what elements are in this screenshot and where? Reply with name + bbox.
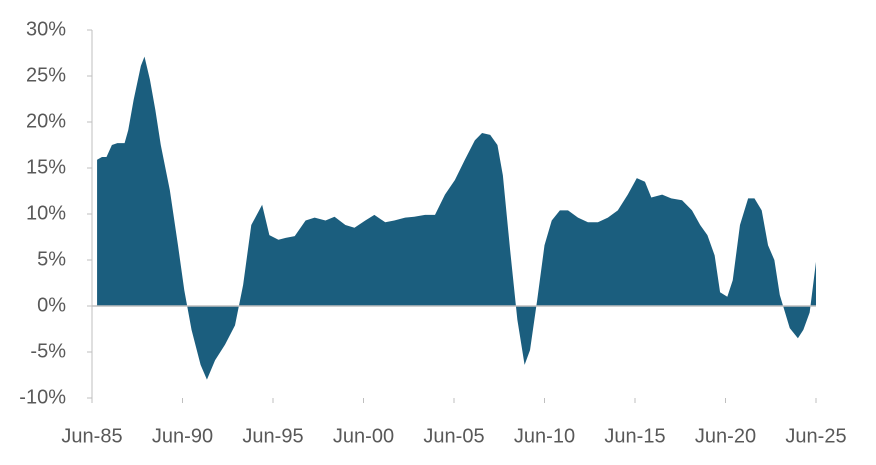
x-tick-label: Jun-95 (242, 425, 303, 447)
x-tick-label: Jun-15 (604, 425, 665, 447)
x-tick-label: Jun-10 (514, 425, 575, 447)
y-tick-label: 10% (26, 202, 66, 224)
x-tick-label: Jun-25 (785, 425, 846, 447)
x-tick-label: Jun-85 (61, 425, 122, 447)
x-tick-label: Jun-05 (423, 425, 484, 447)
x-tick-label: Jun-90 (152, 425, 213, 447)
y-tick-label: 15% (26, 156, 66, 178)
y-tick-label: -10% (19, 386, 66, 408)
y-tick-label: 0% (37, 294, 66, 316)
x-tick-label: Jun-20 (695, 425, 756, 447)
x-tick-label: Jun-00 (333, 425, 394, 447)
y-tick-label: 20% (26, 110, 66, 132)
y-tick-label: 25% (26, 64, 66, 86)
y-tick-label: -5% (30, 340, 66, 362)
y-tick-label: 5% (37, 248, 66, 270)
y-tick-label: 30% (26, 18, 66, 40)
area (97, 56, 817, 380)
